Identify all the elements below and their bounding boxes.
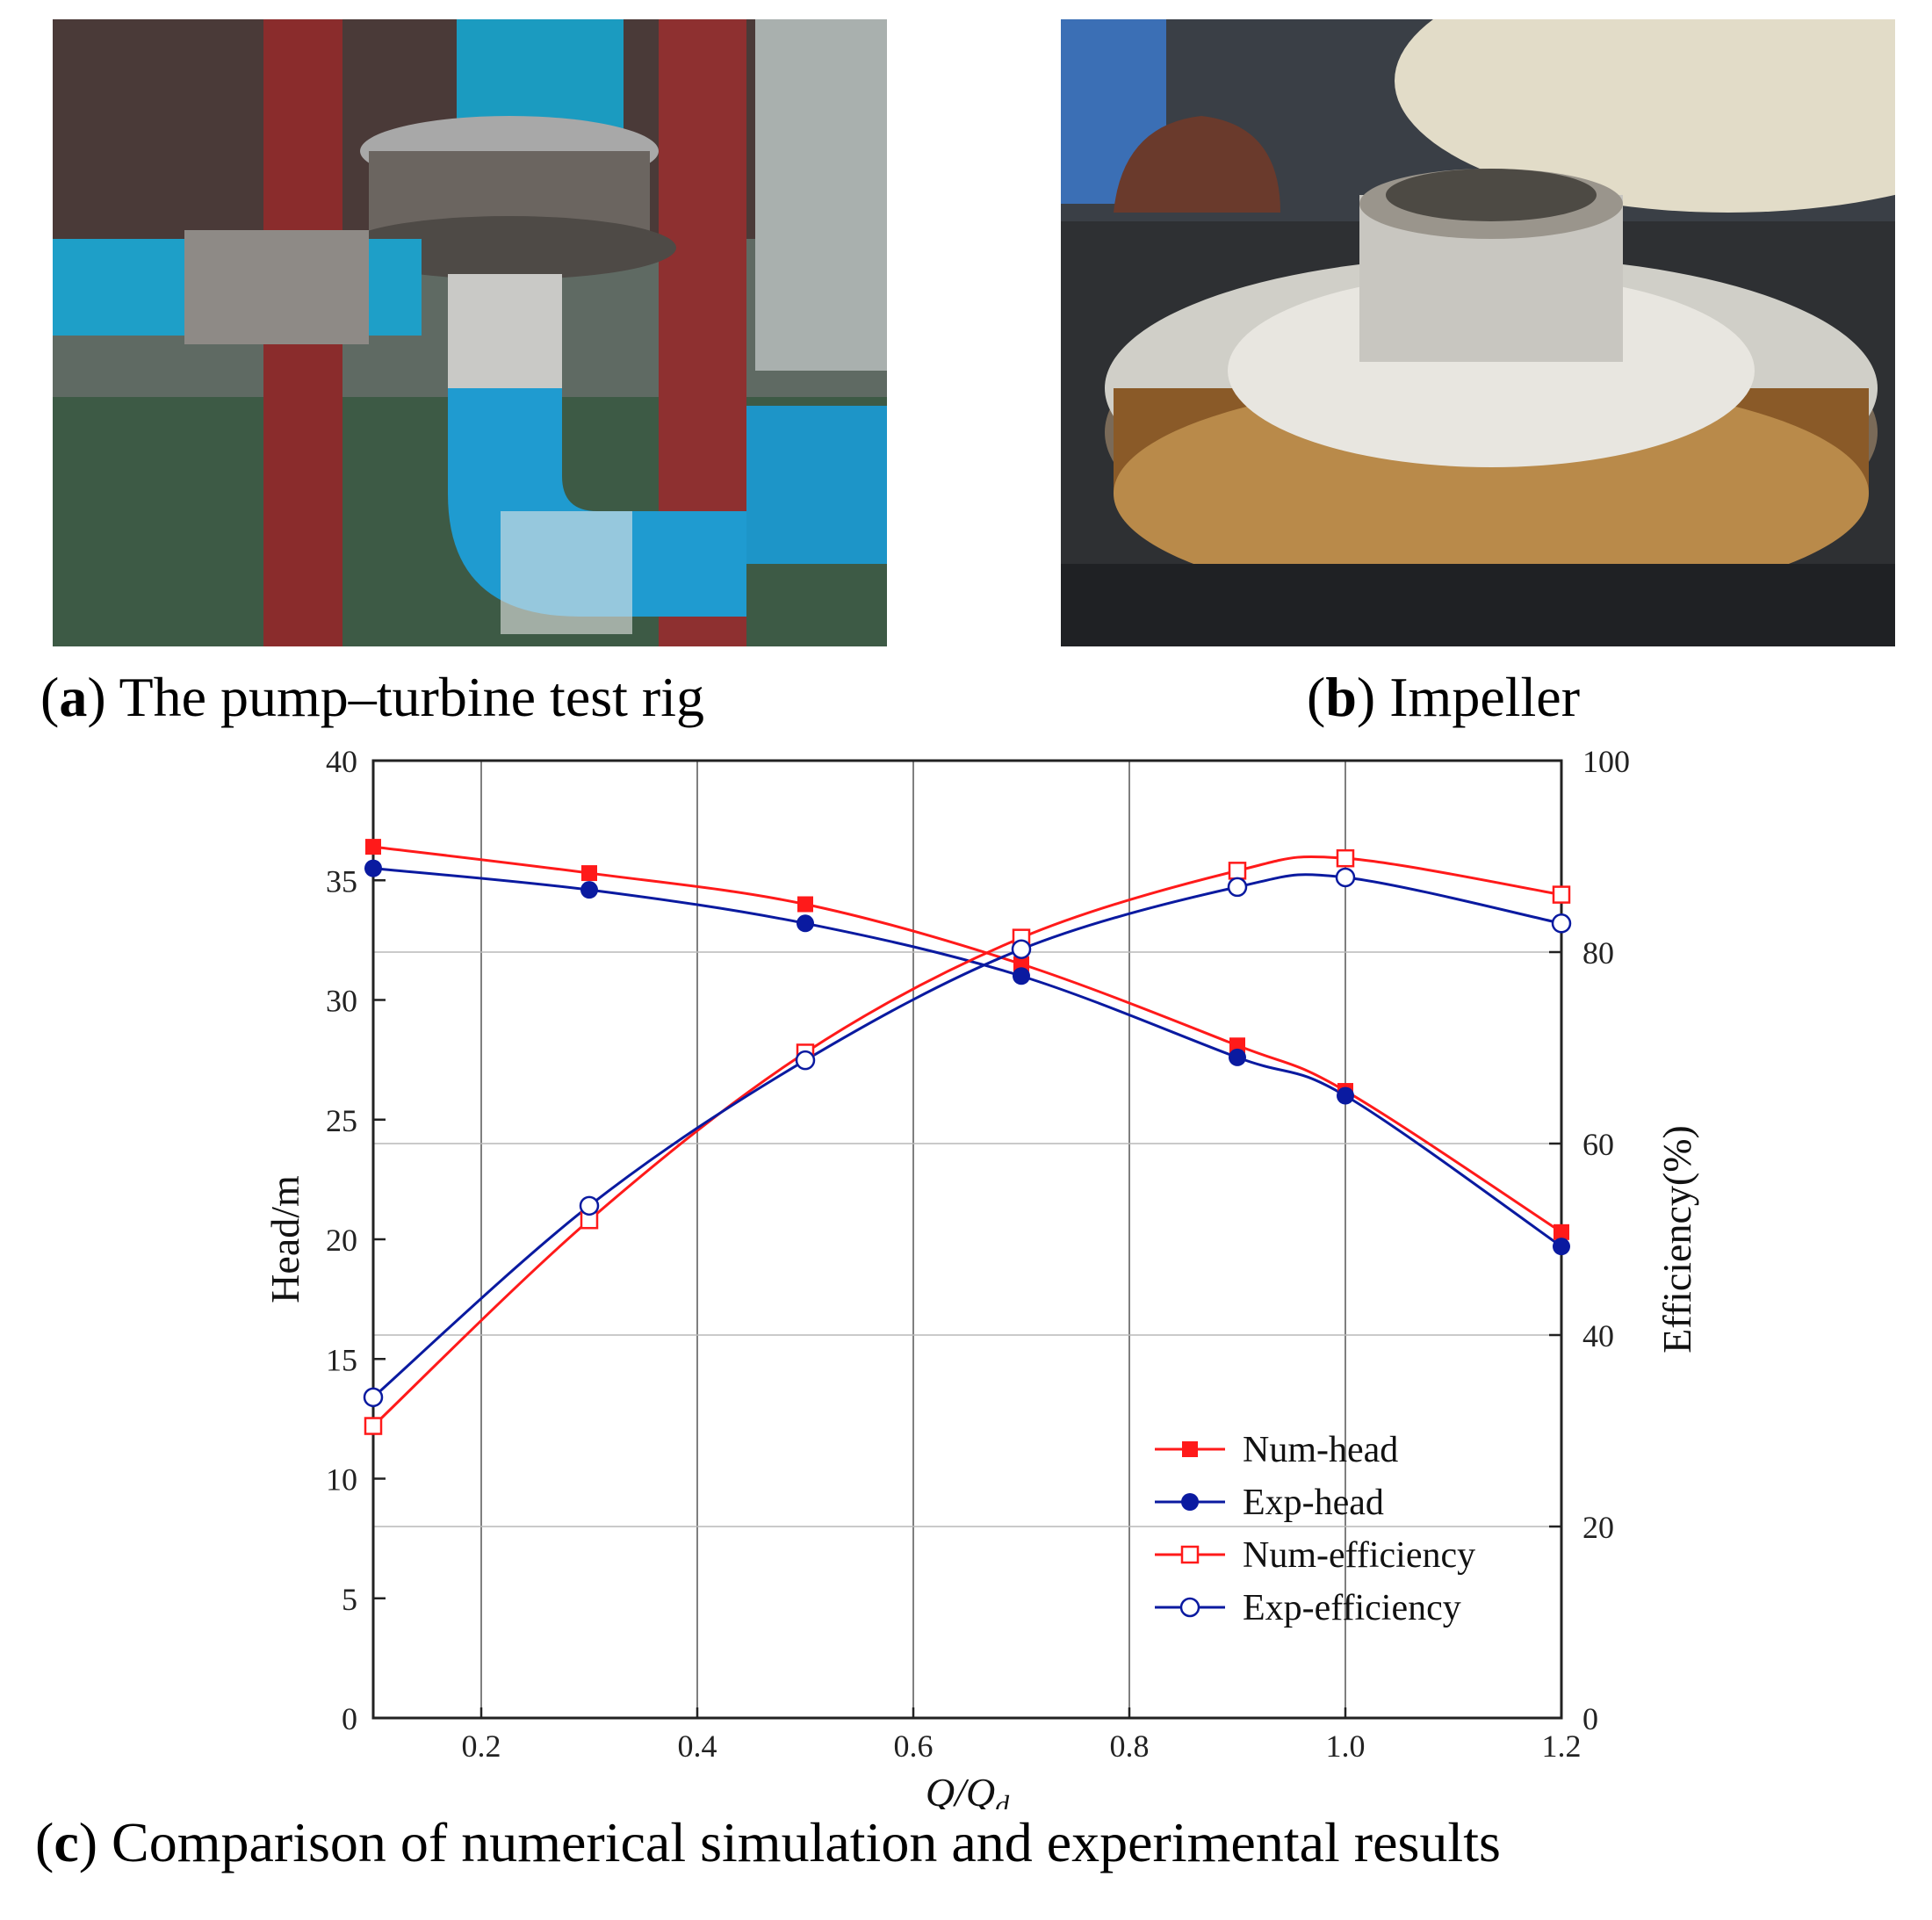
data-point-exp-head <box>364 859 382 877</box>
y-left-tick-label: 15 <box>326 1342 357 1377</box>
caption-b-letter: b <box>1325 666 1357 728</box>
x-tick-label: 0.2 <box>462 1729 501 1764</box>
data-point-num-efficiency <box>364 1417 383 1435</box>
series-line-exp-efficiency <box>372 873 1562 1398</box>
head-efficiency-chart: 0.2 0.4 0.6 0.8 1.0 1.20204060801000510152025… <box>263 744 1699 1809</box>
y-left-tick-label: 25 <box>326 1103 357 1138</box>
legend-label-num-efficiency: Num-efficiency <box>1243 1535 1475 1576</box>
y-left-tick-label: 5 <box>342 1582 357 1617</box>
data-point-num-head <box>581 865 597 882</box>
y-right-tick-label: 0 <box>1582 1701 1598 1736</box>
data-point-exp-head <box>1229 1048 1246 1066</box>
y-left-tick-label: 20 <box>326 1223 357 1258</box>
y-right-tick-label: 40 <box>1582 1318 1614 1353</box>
data-point-exp-head <box>797 914 814 933</box>
y-axis-right-title: Efficiency(%) <box>1654 1125 1699 1353</box>
x-tick-label: 0.4 <box>678 1729 717 1764</box>
data-point-num-head <box>365 839 381 855</box>
caption-b: (b) Impeller <box>1307 666 1580 728</box>
y-right-tick-label: 80 <box>1582 935 1614 971</box>
legend-marker-exp-efficiency <box>1179 1597 1200 1618</box>
x-axis-title: Q/Qd <box>926 1770 1010 1809</box>
y-right-tick-label: 60 <box>1582 1127 1614 1162</box>
data-point-exp-efficiency <box>1227 877 1248 898</box>
y-axis-left-title: Head/m <box>263 1175 307 1303</box>
caption-c-letter: c <box>54 1811 79 1873</box>
caption-c: (c) Comparison of numerical simulation a… <box>35 1811 1501 1873</box>
caption-a-letter: a <box>59 666 88 728</box>
legend-label-exp-efficiency: Exp-efficiency <box>1243 1588 1461 1628</box>
legend-label-num-head: Num-head <box>1243 1430 1398 1470</box>
x-tick-label: 0.8 <box>1110 1729 1150 1764</box>
y-left-tick-label: 10 <box>326 1462 357 1498</box>
y-left-tick-label: 40 <box>326 744 357 779</box>
y-left-tick-label: 0 <box>342 1701 357 1736</box>
x-tick-label: 1.2 <box>1542 1729 1582 1764</box>
x-tick-label: 1.0 <box>1326 1729 1366 1764</box>
data-point-exp-efficiency <box>579 1195 600 1216</box>
data-point-num-head <box>1229 1037 1245 1054</box>
y-left-tick-label: 35 <box>326 863 357 899</box>
series-line-exp-head <box>372 867 1562 1248</box>
data-point-exp-efficiency <box>363 1387 384 1408</box>
impeller-photo <box>1061 19 1895 646</box>
legend-marker-exp-head <box>1181 1493 1199 1511</box>
caption-c-text: Comparison of numerical simulation and e… <box>112 1811 1501 1873</box>
data-point-exp-head <box>580 881 598 899</box>
data-point-num-head <box>1554 1223 1569 1240</box>
data-point-num-efficiency <box>1336 848 1355 868</box>
data-point-exp-head <box>1013 967 1030 985</box>
data-point-exp-head <box>1553 1238 1570 1256</box>
data-point-exp-efficiency <box>1551 913 1572 934</box>
data-point-num-head <box>797 896 813 913</box>
data-point-num-efficiency <box>1228 862 1247 880</box>
series-line-num-efficiency <box>371 855 1562 1427</box>
y-right-tick-label: 100 <box>1582 744 1630 779</box>
legend-label-exp-head: Exp-head <box>1243 1483 1384 1523</box>
legend-marker-num-head <box>1182 1441 1198 1457</box>
data-point-num-head <box>1013 956 1029 972</box>
data-point-exp-efficiency <box>1335 867 1356 888</box>
legend-marker-num-efficiency <box>1180 1545 1200 1564</box>
y-right-tick-label: 20 <box>1582 1510 1614 1545</box>
test-rig-photo <box>53 19 887 646</box>
data-point-exp-efficiency <box>1011 939 1032 959</box>
caption-a-text: The pump–turbine test rig <box>119 666 704 728</box>
series-line-num-head <box>372 845 1562 1234</box>
caption-a: (a) The pump–turbine test rig <box>40 666 704 728</box>
data-point-exp-head <box>1337 1086 1354 1105</box>
y-left-tick-label: 30 <box>326 984 357 1019</box>
caption-b-text: Impeller <box>1389 666 1580 728</box>
legend: Num-head Exp-head Num-efficiency Exp-effici… <box>1155 1430 1475 1628</box>
data-point-num-efficiency <box>1552 885 1571 904</box>
chart-panel-c: 0.2 0.4 0.6 0.8 1.0 1.2 0 20 40 60 80 100 0 5 10 15 20 25… <box>0 738 1932 1809</box>
x-tick-label: 0.6 <box>894 1729 934 1764</box>
data-point-exp-efficiency <box>795 1050 816 1071</box>
